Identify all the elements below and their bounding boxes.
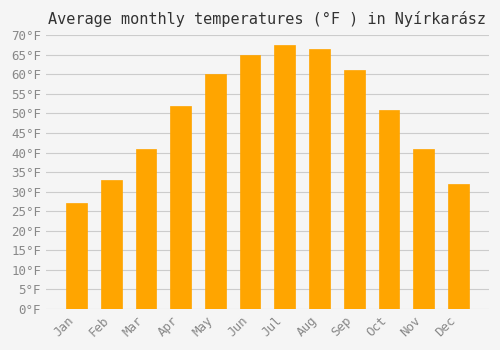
Bar: [205, 74, 226, 309]
Bar: [240, 55, 260, 309]
Bar: [309, 49, 330, 309]
Bar: [413, 149, 434, 309]
Bar: [101, 180, 121, 309]
Bar: [170, 106, 191, 309]
Title: Average monthly temperatures (°F ) in Nyírkarász: Average monthly temperatures (°F ) in Ny…: [48, 11, 486, 27]
Bar: [274, 45, 295, 309]
Bar: [344, 70, 364, 309]
Bar: [136, 149, 156, 309]
Bar: [448, 184, 469, 309]
Bar: [66, 203, 87, 309]
Bar: [378, 110, 400, 309]
